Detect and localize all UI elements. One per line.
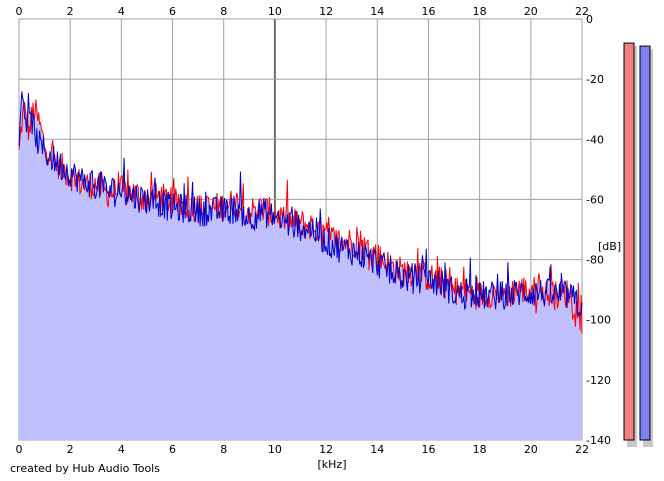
x-tick-label-bottom: 14: [370, 443, 384, 456]
x-tick-label-bottom: 8: [220, 443, 227, 456]
spectrum-fill: [19, 91, 582, 440]
x-tick-label-top: 16: [421, 5, 435, 18]
x-tick-label-top: 18: [473, 5, 487, 18]
y-tick-labels: 0 -20 -40 -60 -80 -100 -120 -140: [586, 13, 611, 447]
series-line-blue: [18, 91, 583, 317]
x-tick-label-bottom: 0: [16, 443, 23, 456]
y-tick-label: -100: [586, 314, 611, 327]
y-axis-label: [dB]: [598, 240, 621, 253]
series-line-red: [18, 99, 583, 334]
x-tick-label-top: 20: [524, 5, 538, 18]
level-meter-L: [623, 42, 635, 441]
credit-text: created by Hub Audio Tools: [10, 462, 160, 475]
x-tick-label-top: 22: [575, 5, 589, 18]
x-tick-label-top: 10: [268, 5, 282, 18]
y-tick-label: -20: [586, 73, 604, 86]
x-tick-label-bottom: 4: [118, 443, 125, 456]
spectrum-lines: [18, 91, 583, 334]
y-tick-label: -120: [586, 374, 611, 387]
x-tick-label-bottom: 16: [421, 443, 435, 456]
x-tick-label-top: 12: [319, 5, 333, 18]
level-meter-R: [639, 45, 651, 441]
y-tick-label: -60: [586, 193, 604, 206]
x-tick-label-bottom: 6: [169, 443, 176, 456]
x-tick-label-top: 4: [118, 5, 125, 18]
x-tick-label-bottom: 12: [319, 443, 333, 456]
x-tick-label-top: 14: [370, 5, 384, 18]
y-tick-label: -40: [586, 133, 604, 146]
x-tick-label-bottom: 2: [67, 443, 74, 456]
y-tick-label: -80: [586, 254, 604, 267]
x-tick-label-top: 8: [220, 5, 227, 18]
x-tick-labels-bottom: 0 2 4 6 8 10 12 14 16 18 20 22: [16, 443, 590, 456]
y-tick-label: -140: [586, 434, 611, 447]
level-meters: [623, 42, 653, 448]
x-tick-label-bottom: 22: [575, 443, 589, 456]
x-tick-label-bottom: 20: [524, 443, 538, 456]
spectrum-area: [19, 91, 582, 440]
x-tick-label-top: 2: [67, 5, 74, 18]
x-tick-label-bottom: 10: [268, 443, 282, 456]
x-axis-label: [kHz]: [318, 458, 347, 471]
y-tick-label: 0: [586, 13, 593, 26]
x-tick-label-bottom: 18: [473, 443, 487, 456]
x-tick-label-top: 0: [16, 5, 23, 18]
x-tick-labels-top: 0 2 4 6 8 10 12 14 16 18 20 22: [16, 5, 590, 18]
x-tick-label-top: 6: [169, 5, 176, 18]
